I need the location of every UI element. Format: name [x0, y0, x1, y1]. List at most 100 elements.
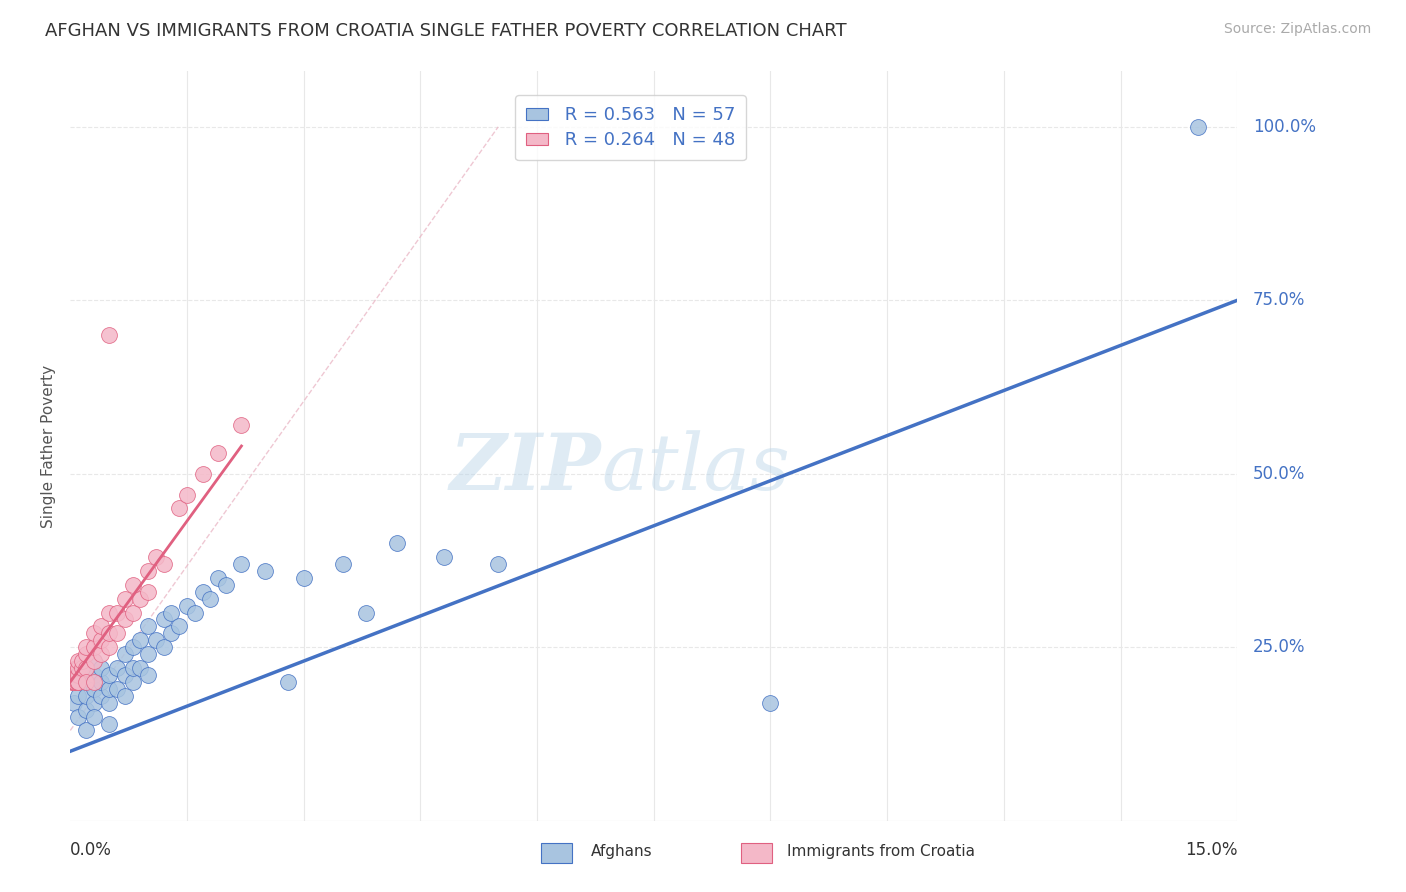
Point — [75, 674, 97, 689]
Point — [152, 640, 174, 655]
Point — [277, 674, 299, 689]
Point — [332, 557, 354, 571]
Text: Single Father Poverty: Single Father Poverty — [41, 365, 56, 527]
Point — [75, 640, 97, 655]
Point — [191, 467, 214, 481]
Point — [65, 661, 87, 675]
Point — [65, 668, 87, 682]
Point — [129, 661, 152, 675]
Point — [83, 668, 105, 682]
Point — [70, 661, 93, 675]
Point — [70, 654, 93, 668]
Point — [385, 536, 408, 550]
Point — [83, 654, 105, 668]
Point — [75, 703, 97, 717]
Point — [98, 640, 121, 655]
Point — [63, 674, 86, 689]
Point — [114, 612, 136, 626]
Point — [75, 661, 97, 675]
Point — [98, 668, 121, 682]
Point — [63, 674, 86, 689]
Point — [121, 661, 143, 675]
Point — [759, 696, 782, 710]
Point — [90, 647, 112, 661]
Text: Immigrants from Croatia: Immigrants from Croatia — [787, 845, 976, 859]
Point — [66, 668, 89, 682]
Point — [231, 557, 253, 571]
Point — [90, 689, 112, 703]
Point — [75, 661, 97, 675]
Point — [63, 696, 86, 710]
Point — [114, 689, 136, 703]
Point — [105, 626, 128, 640]
Point — [136, 564, 159, 578]
Point — [98, 716, 121, 731]
Point — [98, 626, 121, 640]
Point — [62, 668, 84, 682]
Point — [67, 674, 90, 689]
Point — [145, 633, 167, 648]
Point — [75, 674, 97, 689]
Point — [136, 647, 159, 661]
Point — [114, 647, 136, 661]
Point — [83, 654, 105, 668]
Point — [215, 578, 238, 592]
Point — [167, 501, 190, 516]
Point — [67, 674, 90, 689]
Point — [83, 696, 105, 710]
Point — [90, 674, 112, 689]
Point — [160, 606, 183, 620]
Point — [83, 640, 105, 655]
Point — [121, 640, 143, 655]
Point — [121, 674, 143, 689]
Point — [114, 591, 136, 606]
Point — [105, 681, 128, 696]
Point — [145, 549, 167, 564]
Point — [75, 647, 97, 661]
Point — [67, 654, 90, 668]
Point — [67, 661, 90, 675]
Point — [486, 557, 509, 571]
Point — [75, 723, 97, 738]
Text: 25.0%: 25.0% — [1253, 638, 1305, 657]
Text: 15.0%: 15.0% — [1185, 841, 1237, 860]
Point — [1187, 120, 1209, 134]
Point — [433, 549, 456, 564]
Point — [167, 619, 190, 633]
Point — [121, 578, 143, 592]
Point — [67, 668, 90, 682]
Point — [136, 619, 159, 633]
Text: 50.0%: 50.0% — [1253, 465, 1305, 483]
Point — [121, 606, 143, 620]
Point — [67, 709, 90, 723]
Point — [136, 584, 159, 599]
Point — [354, 606, 377, 620]
Text: 0.0%: 0.0% — [70, 841, 112, 860]
Point — [176, 599, 198, 613]
Point — [83, 626, 105, 640]
Point — [83, 709, 105, 723]
Text: atlas: atlas — [602, 430, 790, 507]
Point — [105, 661, 128, 675]
Point — [207, 571, 229, 585]
Point — [98, 696, 121, 710]
Point — [292, 571, 315, 585]
Point — [67, 689, 90, 703]
Text: Source: ZipAtlas.com: Source: ZipAtlas.com — [1223, 22, 1371, 37]
Text: 75.0%: 75.0% — [1253, 292, 1305, 310]
Point — [98, 606, 121, 620]
Point — [98, 328, 121, 343]
Legend:  R = 0.563   N = 57,  R = 0.264   N = 48: R = 0.563 N = 57, R = 0.264 N = 48 — [515, 95, 745, 161]
Point — [136, 668, 159, 682]
Point — [75, 689, 97, 703]
Point — [207, 446, 229, 460]
Text: 100.0%: 100.0% — [1253, 118, 1316, 136]
Point — [152, 612, 174, 626]
Point — [67, 674, 90, 689]
Point — [62, 674, 84, 689]
Point — [184, 606, 207, 620]
Point — [191, 584, 214, 599]
Text: Afghans: Afghans — [591, 845, 652, 859]
Point — [105, 606, 128, 620]
Point — [98, 681, 121, 696]
